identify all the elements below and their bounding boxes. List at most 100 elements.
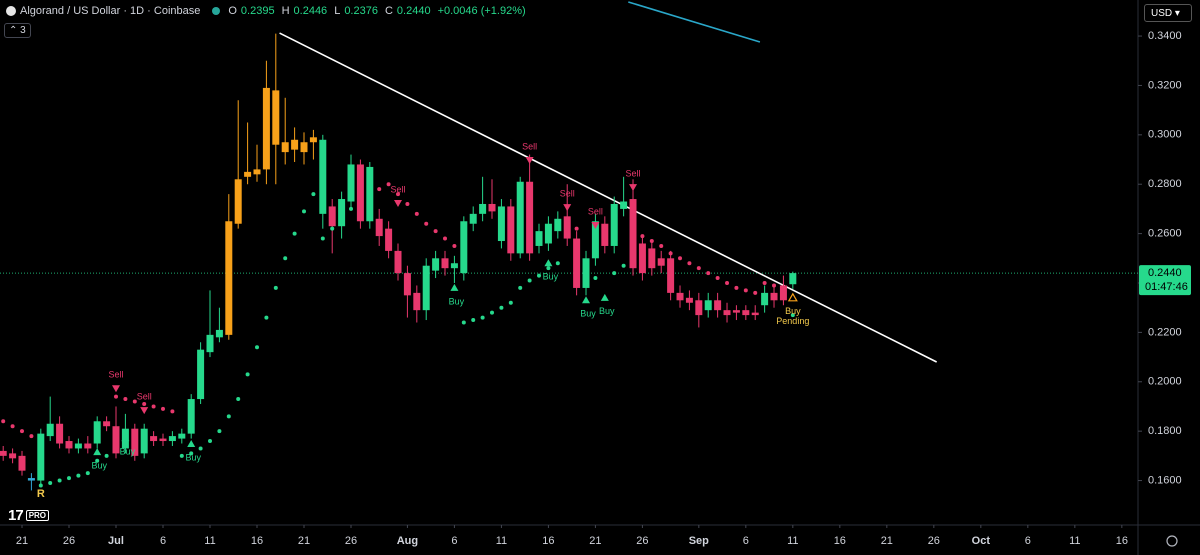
buy-label: Buy — [91, 461, 107, 471]
sar-dot — [593, 276, 598, 281]
x-tick-label: 21 — [16, 535, 28, 547]
sar-dot — [499, 305, 504, 310]
candle-body — [394, 250, 402, 274]
sar-dot — [48, 481, 53, 486]
ohlc-key: L — [334, 5, 341, 17]
candle-body — [159, 438, 167, 442]
buy-marker — [187, 440, 196, 448]
sar-dot — [10, 424, 15, 429]
candle-body — [714, 300, 722, 311]
candle-body — [206, 334, 214, 353]
candle-body — [328, 206, 336, 227]
candle-body — [140, 428, 148, 454]
candle-body — [544, 223, 552, 244]
x-tick-label: 6 — [1025, 535, 1031, 547]
buy-marker — [582, 296, 591, 304]
sell-label: Sell — [522, 141, 537, 151]
buy-marker — [544, 259, 553, 267]
sar-dot — [320, 236, 325, 241]
change: +0.0046 (+1.92%) — [437, 5, 526, 17]
indicator-toggle[interactable]: ⌃ 3 — [4, 23, 31, 38]
sar-dot — [236, 397, 241, 402]
sar-dot — [396, 192, 401, 197]
sell-marker — [591, 221, 600, 229]
last-price-label: 0.2440 — [1148, 267, 1182, 279]
candle-body — [704, 300, 712, 311]
sar-dot — [518, 285, 523, 290]
candle-body — [37, 433, 45, 481]
sell-marker — [111, 385, 120, 393]
status-dot — [212, 7, 221, 15]
candle-body — [74, 443, 82, 449]
sar-dot — [555, 261, 560, 266]
candle-body — [582, 258, 590, 288]
candle-body — [695, 300, 703, 316]
candle-body — [103, 421, 111, 427]
sar-dot — [245, 372, 250, 377]
sar-dot — [358, 199, 363, 204]
candle-body — [168, 436, 176, 442]
candle-body — [385, 228, 393, 251]
sar-dot — [198, 446, 203, 451]
settings-icon[interactable] — [1166, 535, 1178, 547]
ohlc-key: O — [228, 5, 237, 17]
buy-label: Buy — [599, 306, 615, 316]
sar-dot — [461, 320, 466, 325]
sar-dot — [790, 313, 795, 318]
sar-dot — [226, 414, 231, 419]
sar-dot — [386, 182, 391, 187]
sar-dot — [527, 278, 532, 283]
x-tick-label: 16 — [1116, 535, 1128, 547]
candle-body — [460, 221, 468, 274]
ohlc-value: 0.2446 — [293, 5, 328, 17]
candle-body — [779, 285, 787, 301]
sar-dot — [264, 315, 269, 320]
candle-body — [742, 310, 750, 316]
ohlc-key: H — [281, 5, 290, 17]
sell-label: Sell — [626, 169, 641, 179]
x-tick-label: Oct — [972, 535, 991, 547]
sar-dot — [546, 266, 551, 271]
sar-dot — [640, 234, 645, 239]
y-tick-label: 0.3000 — [1148, 129, 1182, 141]
sar-dot — [273, 285, 278, 290]
sar-dot — [715, 276, 720, 281]
sar-dot — [349, 206, 354, 211]
sell-label: Sell — [137, 392, 152, 402]
x-tick-label: 11 — [496, 535, 507, 547]
currency-button[interactable]: USD ▾ — [1144, 4, 1192, 22]
y-tick-label: 0.2200 — [1148, 326, 1182, 338]
x-tick-label: 11 — [204, 535, 215, 547]
candle-body — [591, 221, 599, 259]
candle-body — [234, 179, 242, 224]
sar-dot — [95, 458, 100, 463]
sell-marker — [563, 204, 572, 212]
candle-body — [65, 441, 73, 449]
sar-dot — [1, 419, 6, 424]
candle-body — [479, 203, 487, 214]
symbol-title: Algorand / US Dollar · 1D · Coinbase — [20, 5, 201, 17]
sar-dot — [659, 243, 664, 248]
candle-body — [573, 238, 581, 288]
x-tick-label: 21 — [881, 535, 893, 547]
sell-label: Sell — [391, 184, 406, 194]
candle-body — [356, 164, 364, 222]
sar-dot — [29, 434, 34, 439]
candle-body — [761, 292, 769, 306]
candle-body — [469, 213, 477, 224]
x-tick-label: 16 — [834, 535, 846, 547]
candle-body — [497, 206, 505, 242]
sar-dot — [508, 300, 513, 305]
sar-dot — [283, 256, 288, 261]
x-tick-label: 26 — [63, 535, 75, 547]
countdown: 01:47:46 — [1145, 281, 1188, 293]
x-tick-label: 16 — [542, 535, 554, 547]
candle-body — [319, 139, 327, 214]
sar-dot — [424, 221, 429, 226]
buy-marker — [600, 293, 609, 301]
brand-logo: 17 — [8, 507, 24, 524]
sar-dot — [292, 231, 297, 236]
buy-marker — [93, 448, 102, 456]
